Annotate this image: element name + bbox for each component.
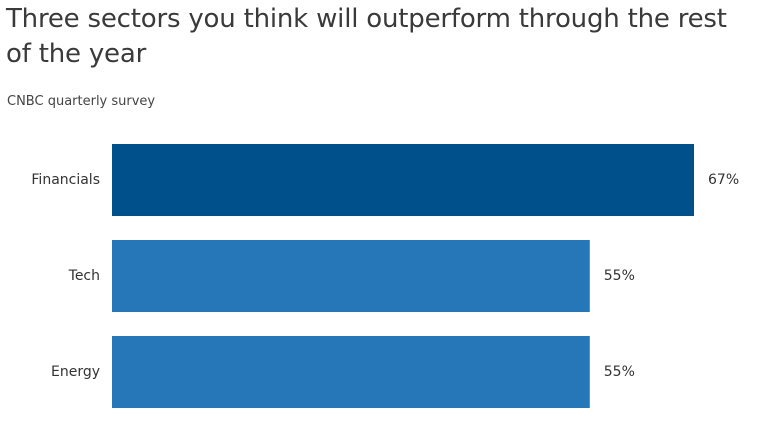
category-label-financials: Financials (31, 172, 100, 188)
chart-subtitle: CNBC quarterly survey (7, 94, 156, 109)
bar-energy (112, 336, 590, 408)
value-label-tech: 55% (604, 268, 635, 284)
bar-financials (112, 144, 694, 216)
chart-title: Three sectors you think will outperform … (6, 4, 727, 69)
category-label-tech: Tech (68, 268, 100, 284)
value-label-financials: 67% (708, 172, 739, 188)
value-label-energy: 55% (604, 364, 635, 380)
bar-tech (112, 240, 590, 312)
category-label-energy: Energy (51, 364, 100, 380)
